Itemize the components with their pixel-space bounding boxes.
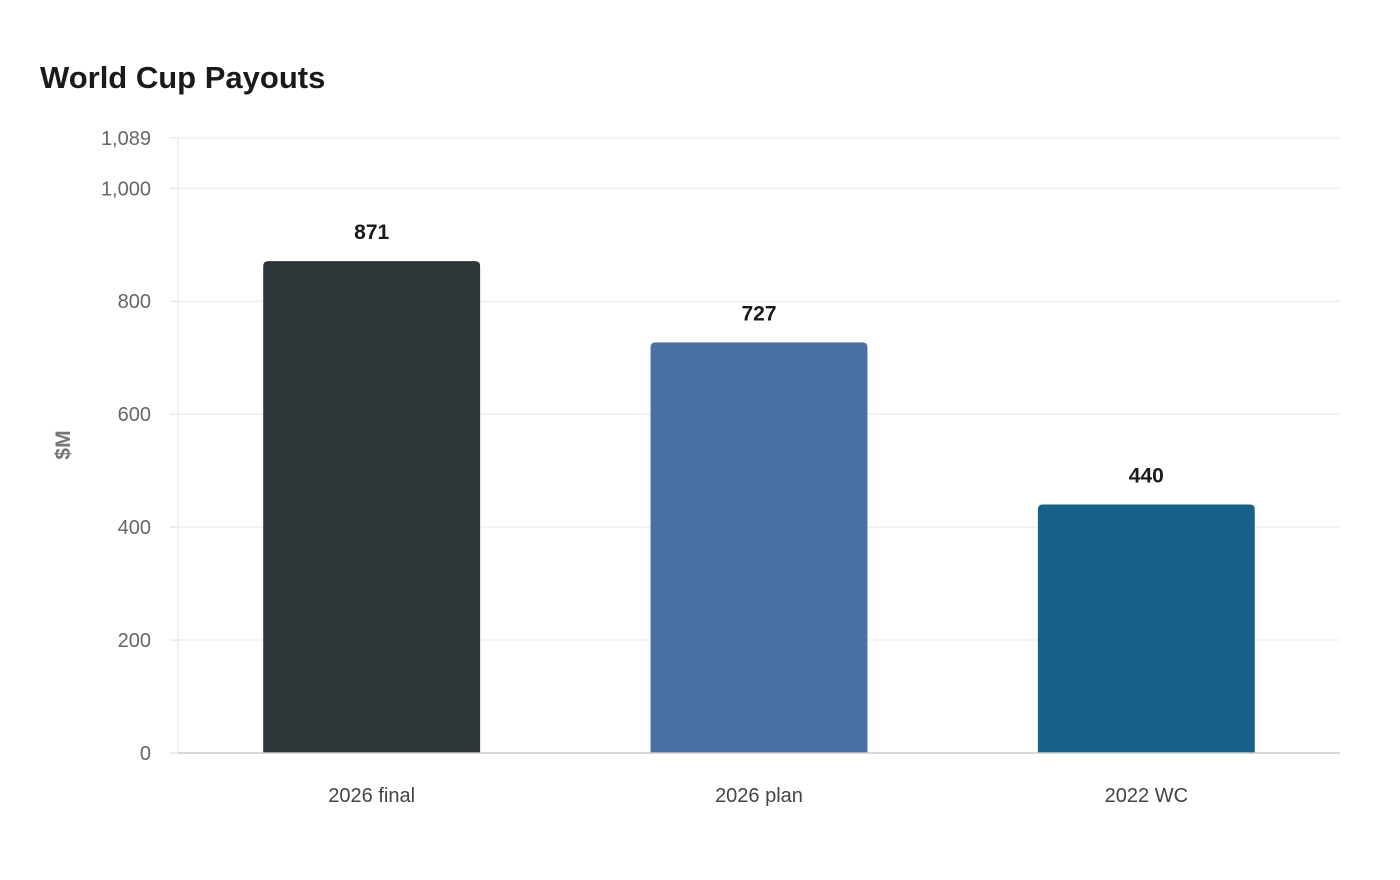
y-tick-label: 200 xyxy=(118,630,151,652)
data-label: 727 xyxy=(741,302,776,325)
y-tick-label: 0 xyxy=(140,743,151,765)
y-tick-label: 600 xyxy=(118,404,151,426)
axes xyxy=(170,137,1340,754)
y-tick-label: 1,000 xyxy=(101,178,151,200)
data-label: 871 xyxy=(354,221,389,244)
y-tick-label: 1,089 xyxy=(101,128,151,150)
bar-2026-plan xyxy=(650,342,868,753)
bar-2026-final xyxy=(263,261,481,753)
y-axis-title: $M xyxy=(52,430,75,459)
data-label: 440 xyxy=(1129,465,1164,488)
x-tick-label: 2026 plan xyxy=(715,785,803,807)
chart-title: World Cup Payouts xyxy=(40,60,326,95)
labels: 0 200 400 600 800 1,000 1,089 871 2026 final 727 2… xyxy=(101,128,1188,807)
bar-2022-wc xyxy=(1037,504,1255,753)
x-tick-label: 2022 WC xyxy=(1105,785,1188,807)
bars xyxy=(263,261,1255,753)
y-tick-label: 400 xyxy=(118,517,151,539)
y-tick-label: 800 xyxy=(118,291,151,313)
x-tick-label: 2026 final xyxy=(328,785,415,807)
